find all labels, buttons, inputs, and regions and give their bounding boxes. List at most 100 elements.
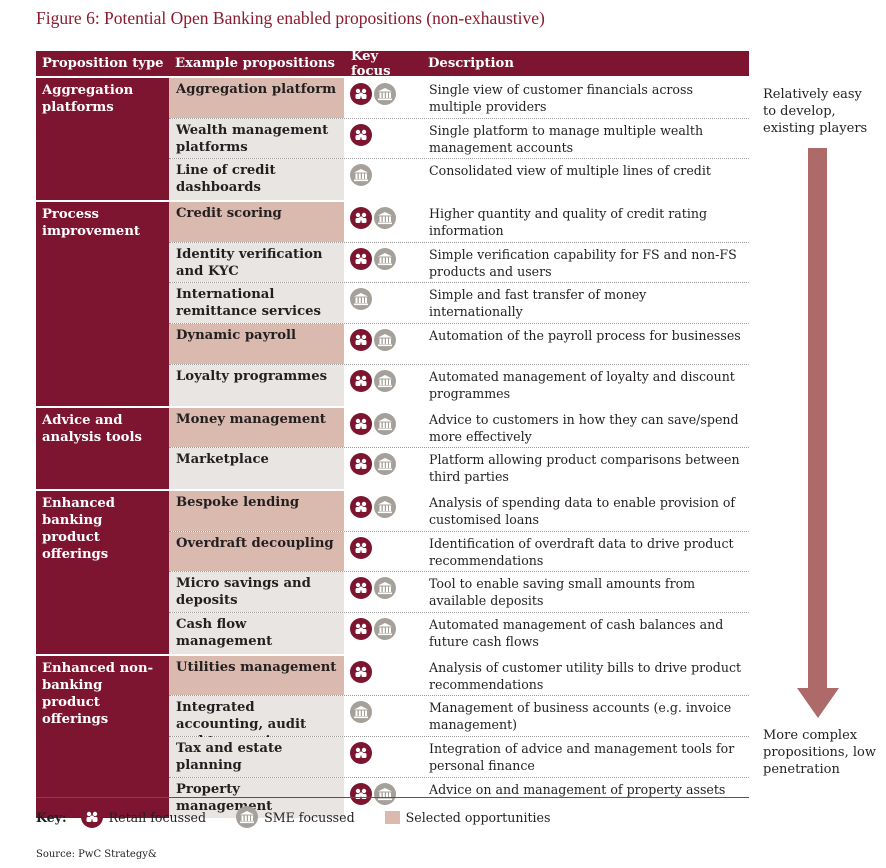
group-rows: Money management Advice to customers in h… — [169, 407, 749, 489]
example-proposition: Credit scoring — [169, 202, 345, 242]
table-row: Line of credit dashboards Consolidated vi… — [169, 159, 749, 201]
sme-building-icon — [374, 369, 396, 392]
sme-building-icon — [374, 83, 396, 105]
example-proposition: Identity verification and KYC — [169, 242, 345, 283]
proposition-description: Management of business accounts (e.g. in… — [429, 700, 732, 733]
key-selected: Selected opportunities — [384, 809, 551, 825]
key-focus-cell — [345, 696, 422, 736]
key-focus-cell — [345, 283, 422, 323]
header-example-propositions: Example propositions — [175, 56, 335, 71]
ease-label-bottom: More complex propositions, low penetrati… — [763, 728, 876, 777]
example-proposition: Tax and estate planning — [169, 737, 345, 777]
key-focus-cell — [345, 202, 422, 242]
proposition-type: Advice and analysis tools — [36, 407, 169, 489]
example-proposition: Marketplace — [169, 448, 345, 489]
example-proposition: Loyalty programmes — [169, 364, 345, 406]
proposition-group: Aggregation platforms Aggregation platfor… — [36, 76, 749, 201]
table-row: Overdraft decoupling Identification of ov… — [169, 531, 749, 573]
table-row: Marketplace Platform allowing product com… — [169, 448, 749, 489]
sme-building-icon — [374, 207, 396, 230]
example-proposition: Wealth management platforms — [169, 118, 345, 159]
sme-building-icon — [374, 617, 396, 640]
key-selected-text: Selected opportunities — [405, 809, 551, 825]
sme-building-icon — [374, 329, 396, 352]
retail-people-icon — [350, 412, 372, 435]
example-proposition: Cash flow management — [169, 612, 345, 654]
table-row: Loyalty programmes Automated management o… — [169, 364, 749, 406]
proposition-description: Integration of advice and management too… — [429, 741, 735, 773]
proposition-group: Enhanced banking product offerings Bespok… — [36, 488, 749, 654]
proposition-type: Enhanced non-banking product offerings — [36, 655, 169, 819]
retail-people-icon — [350, 453, 372, 476]
table-row: Micro savings and deposits Tool to enable… — [169, 572, 749, 613]
proposition-type: Process improvement — [36, 202, 169, 406]
proposition-description: Tool to enable saving small amounts from… — [429, 576, 696, 609]
key-focus-cell — [345, 78, 422, 118]
key-sme-text: SME focussed — [264, 809, 355, 825]
sme-building-icon — [374, 247, 396, 270]
key-focus-cell — [345, 656, 422, 696]
retail-people-icon — [350, 577, 372, 600]
example-proposition: Overdraft decoupling — [169, 531, 345, 572]
table-row: Identity verification and KYC Simple veri… — [169, 242, 749, 284]
proposition-group: Enhanced non-banking product offerings Ut… — [36, 653, 749, 819]
table-row: Bespoke lending Analysis of spending data… — [169, 490, 749, 532]
proposition-description: Identification of overdraft data to driv… — [429, 535, 734, 568]
arrow-shaft — [808, 148, 827, 688]
proposition-group: Process improvement Credit scoring Higher … — [36, 200, 749, 406]
table-row: Wealth management platforms Single platfo… — [169, 118, 749, 160]
key-focus-cell — [345, 491, 422, 531]
example-proposition: Dynamic payroll — [169, 324, 345, 364]
table-row: Money management Advice to customers in h… — [169, 407, 749, 449]
key-focus-cell — [345, 532, 422, 572]
complexity-arrow — [797, 148, 839, 718]
example-proposition: Micro savings and deposits — [169, 572, 345, 612]
table-row: Tax and estate planning Integration of ad… — [169, 737, 749, 778]
proposition-type: Aggregation platforms — [36, 78, 169, 201]
table-header: Proposition type Example propositions Ke… — [36, 48, 749, 79]
sme-building-icon — [374, 412, 396, 435]
proposition-description: Advice to customers in how they can save… — [429, 411, 739, 444]
example-proposition: Bespoke lending — [169, 490, 345, 531]
table-row: Aggregation platform Single view of custo… — [169, 78, 749, 119]
header-key-focus: Key focus — [351, 48, 391, 79]
table-body: Aggregation platforms Aggregation platfor… — [36, 76, 749, 819]
table-row: Utilities management Analysis of customer… — [169, 655, 749, 697]
example-proposition: Integrated accounting, audit and tax ser… — [169, 696, 345, 749]
proposition-description: Automated management of cash balances an… — [429, 616, 724, 649]
example-proposition: Money management — [169, 407, 345, 448]
retail-people-icon — [350, 329, 372, 352]
sme-building-icon — [350, 288, 372, 311]
proposition-description: Simple and fast transfer of money intern… — [429, 287, 647, 320]
retail-people-icon — [350, 123, 372, 146]
key-label: Key: — [36, 809, 67, 825]
group-rows: Aggregation platform Single view of custo… — [169, 78, 749, 201]
sme-building-icon — [374, 453, 396, 476]
key-focus-cell — [345, 243, 422, 283]
arrow-head — [797, 688, 839, 718]
proposition-description: Analysis of spending data to enable prov… — [429, 494, 736, 527]
key-retail: Retail focussed — [80, 806, 206, 828]
retail-people-icon — [80, 806, 103, 828]
table-row: International remittance services Simple … — [169, 283, 749, 325]
example-proposition: Aggregation platform — [169, 78, 345, 118]
proposition-description: Simple verification capability for FS an… — [429, 246, 737, 279]
proposition-type: Enhanced banking product offerings — [36, 490, 169, 654]
key-sme: SME focussed — [236, 806, 355, 828]
retail-people-icon — [350, 742, 372, 764]
legend-key: Key: Retail focussed SME focussed Select… — [36, 806, 580, 828]
retail-people-icon — [350, 536, 372, 559]
ease-label-top: Relatively easy to develop, existing pla… — [763, 87, 868, 136]
group-rows: Utilities management Analysis of customer… — [169, 655, 749, 819]
group-rows: Credit scoring Higher quantity and qualit… — [169, 202, 749, 406]
selected-swatch — [384, 810, 400, 824]
key-focus-cell — [345, 737, 422, 777]
proposition-description: Single view of customer financials acros… — [429, 82, 693, 114]
proposition-description: Analysis of customer utility bills to dr… — [429, 659, 742, 692]
key-focus-cell — [345, 119, 422, 159]
retail-people-icon — [350, 782, 372, 805]
proposition-description: Platform allowing product comparisons be… — [429, 452, 740, 485]
sme-building-icon — [236, 806, 259, 828]
figure-title: Figure 6: Potential Open Banking enabled… — [36, 8, 545, 28]
retail-people-icon — [350, 83, 372, 105]
